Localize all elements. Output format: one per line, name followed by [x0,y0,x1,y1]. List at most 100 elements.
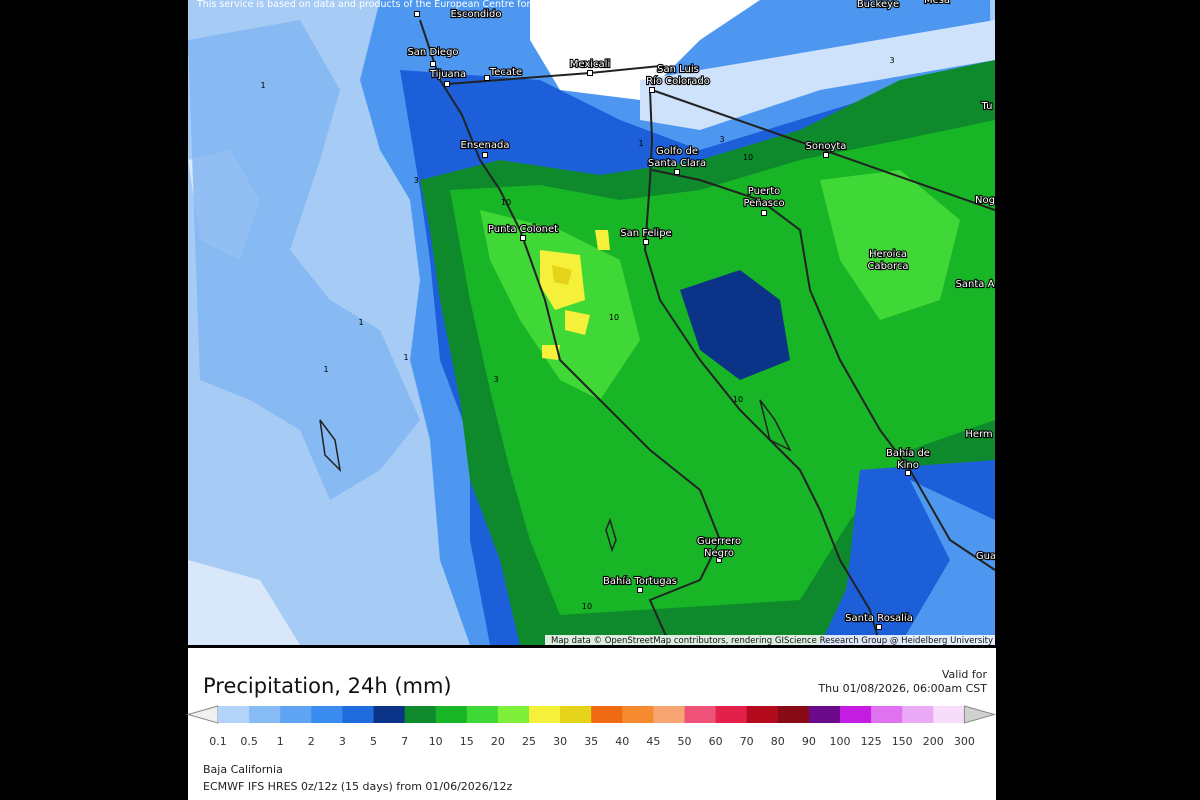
legend-swatch [218,706,250,723]
legend-label: 0.5 [240,735,258,748]
legend-arrow-high [963,705,997,724]
legend-label: 30 [553,735,567,748]
city-label: San Diego [407,47,458,58]
contour-label: 1 [638,139,643,148]
city-label: Ensenada [461,140,510,151]
legend-swatch [902,706,934,723]
city-marker [823,152,829,158]
city-label: Peñasco [743,198,784,209]
legend-label: 5 [370,735,377,748]
city-marker [482,152,488,158]
city-marker [520,235,526,241]
city-label: Tijuana [429,69,466,80]
legend-label: 20 [491,735,505,748]
legend-swatch [933,706,965,723]
city-label: Santa Clara [648,158,706,169]
legend-label: 1 [277,735,284,748]
city-marker [484,75,490,81]
legend-label: 45 [646,735,660,748]
legend-swatch [311,706,343,723]
city-marker [761,210,767,216]
legend-swatch [342,706,374,723]
legend-swatch [684,706,717,723]
contour-label: 3 [413,176,418,185]
city-label: San Luis [657,64,699,75]
city-label: San Felipe [620,228,671,239]
city-label: Guerrero [697,536,741,547]
city-label: Sonoyta [806,141,847,152]
legend-swatch [808,706,841,723]
legend-swatch [280,706,312,723]
legend-title: Precipitation, 24h (mm) [203,674,452,698]
legend-label: 125 [861,735,882,748]
city-label: Escondido [450,9,501,20]
legend-label: 200 [923,735,944,748]
legend-label: 50 [678,735,692,748]
legend-swatch [871,706,903,723]
legend-swatch [466,706,499,723]
city-label: Kino [897,460,919,471]
city-marker [587,70,593,76]
city-label: Heroica [869,249,907,260]
legend-label: 40 [615,735,629,748]
legend-swatch [529,706,561,723]
city-marker [444,81,450,87]
city-label: Punta Colonet [488,224,558,235]
legend-label: 90 [802,735,816,748]
legend-label: 80 [771,735,785,748]
city-marker [905,470,911,476]
map: Escondido San Diego Tijuana Tecate Mexicali S… [188,0,996,645]
city-label: Bahía de [886,447,930,459]
legend-swatch [653,706,685,723]
legend-label: 3 [339,735,346,748]
city-label: Tecate [489,67,522,78]
legend-label: 60 [709,735,723,748]
valid-label: Valid for [942,668,988,681]
legend-swatch [404,706,437,723]
contour-label: 1 [403,353,408,362]
city-marker [414,11,420,17]
city-marker [674,169,680,175]
legend-swatch [373,706,406,723]
city-label: Herm [965,429,992,440]
city-label: Tu [981,101,993,112]
contour-label: 10 [609,313,619,322]
legend-swatch [622,706,654,723]
valid-time: Thu 01/08/2026, 06:00am CST [817,682,987,695]
legend-swatch [497,706,530,723]
contour-label: 1 [260,81,265,90]
contour-label: 10 [582,602,592,611]
legend-swatch [435,706,468,723]
city-label: Buckeye [857,0,899,10]
contour-label: 10 [733,395,743,404]
city-label: Gua [976,551,996,562]
city-label: Río Colorado [646,75,710,87]
legend-swatch [249,706,281,723]
city-label: Mesa [924,0,950,6]
city-marker [649,87,655,93]
city-marker [430,61,436,67]
legend-label: 0.1 [209,735,227,748]
legend-label: 300 [954,735,975,748]
city-marker [643,239,649,245]
model-info: ECMWF IFS HRES 0z/12z (15 days) from 01/… [203,780,513,793]
legend-label: 100 [830,735,851,748]
legend-swatch [777,706,810,723]
contour-label: 1 [358,318,363,327]
legend-label: 10 [429,735,443,748]
legend-label: 7 [401,735,408,748]
city-marker [716,557,722,563]
city-marker [637,587,643,593]
legend-label: 25 [522,735,536,748]
city-label: Santa A [956,279,995,290]
city-marker [876,624,882,630]
contour-label: 3 [493,375,498,384]
legend-label: 35 [584,735,598,748]
contour-label: 3 [719,135,724,144]
legend-label: 70 [740,735,754,748]
city-label: Puerto [748,186,781,197]
contour-label: 10 [501,198,511,207]
city-label: Santa Rosalía [845,612,913,624]
city-label: Mexicali [570,59,610,70]
legend-swatch [591,706,623,723]
